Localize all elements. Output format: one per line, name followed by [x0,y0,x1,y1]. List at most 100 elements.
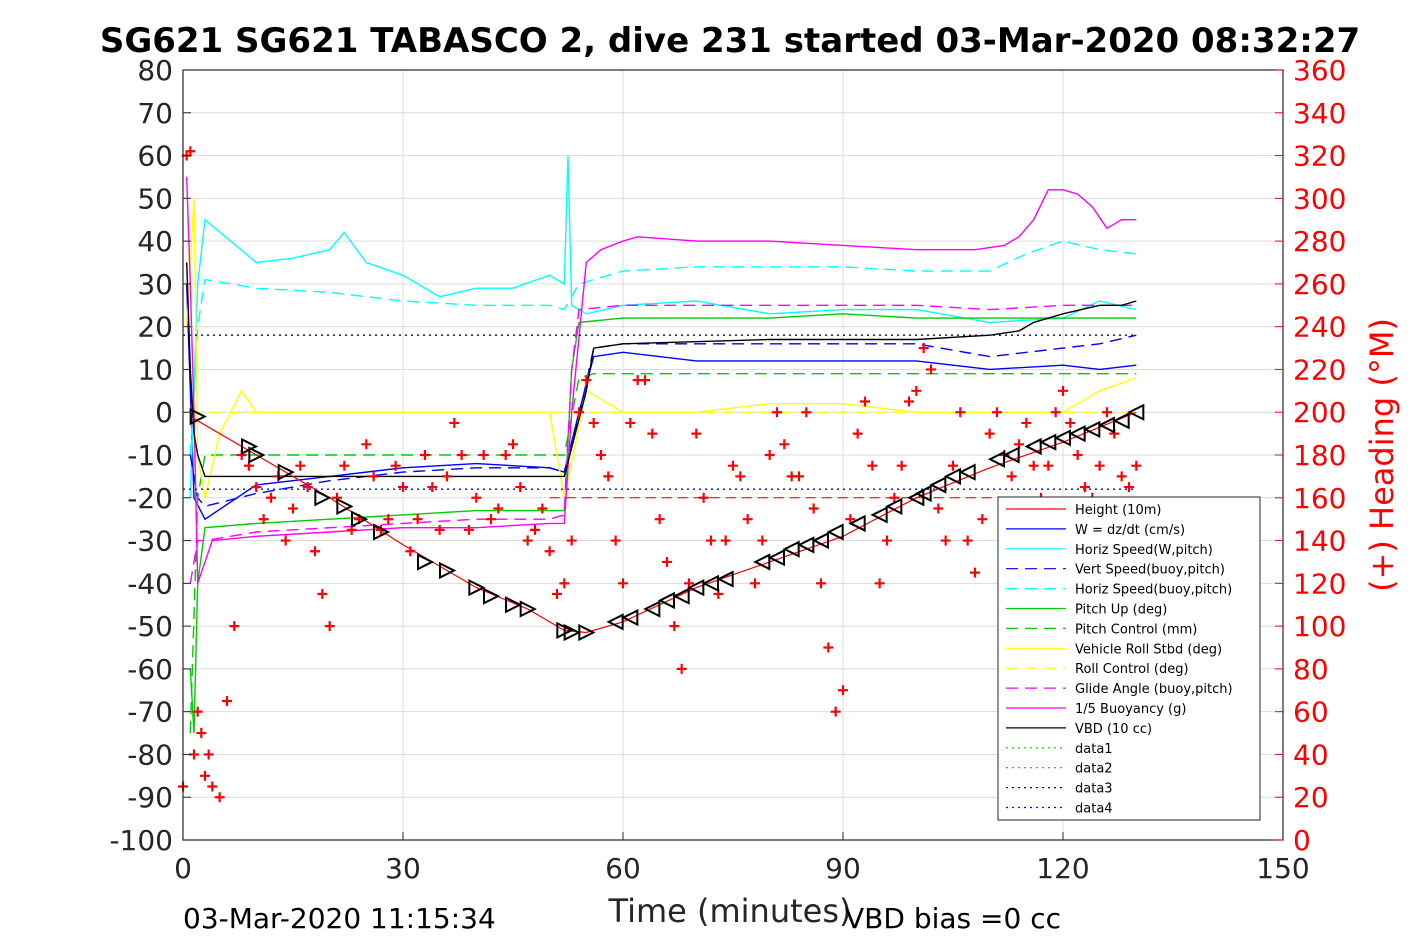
profile-triangle-marker [929,476,947,494]
profile-triangle-marker [826,523,844,541]
y-right-tick-label: 300 [1293,182,1346,215]
heading-point [728,460,738,471]
heading-point [486,514,496,525]
heading-point [808,503,819,514]
y-right-tick-label: 160 [1293,482,1346,515]
heading-point [258,514,269,525]
legend-entry: 1/5 Buoyancy (g) [1075,702,1186,717]
heading-point [390,460,401,471]
series-line-height [189,411,1137,634]
x-axis-ticks: 0 30 60 90 120 150 [174,832,1310,885]
heading-point [698,492,709,503]
profile-triangle-marker [782,540,800,558]
profile-triangle-marker [373,523,391,541]
x-tick-label: 30 [385,852,421,885]
chart-title: SG621 SG621 TABASCO 2, dive 231 started … [100,21,1360,61]
heading-point [280,535,291,546]
heading-point [1072,450,1083,460]
heading-point [647,428,658,439]
heading-point [196,728,207,739]
y-right-tick-label: 240 [1293,311,1346,344]
profile-triangle-marker [943,467,961,486]
heading-point [750,578,760,589]
x-tick-label: 90 [825,852,861,885]
profile-triangle-marker [1127,403,1145,421]
heading-point [456,450,467,460]
profile-triangle-marker [1097,416,1115,434]
y-tick-label: -70 [127,696,173,729]
heading-point [706,535,716,546]
y-tick-label: 50 [137,182,173,215]
profile-triangle-marker [687,578,705,597]
x-tick-label: 150 [1256,852,1309,885]
series-line-11 [186,262,1137,478]
profile-triangle-marker [914,484,932,503]
heading-point [515,482,526,493]
heading-point [1094,460,1105,471]
y-tick-label: -50 [127,610,173,643]
heading-point [618,578,628,589]
heading-point [867,460,878,471]
series-line-10 [186,176,1137,584]
x-tick-label: 60 [605,852,641,885]
legend-entry: Vert Speed(buoy,pitch) [1075,563,1225,578]
heading-point [581,375,592,386]
heading-point [229,621,240,632]
profile-triangle-marker [519,600,537,618]
heading-point [896,460,907,471]
heading-point [882,535,892,546]
heading-point [669,621,680,632]
y-right-tick-label: 200 [1293,396,1346,429]
heading-point [933,503,944,514]
heading-point [940,535,951,546]
y-tick-label: -100 [109,824,173,857]
legend-entry: data3 [1075,782,1113,797]
legend-entry: Roll Control (deg) [1075,662,1189,677]
heading-point [1116,471,1127,482]
heading-point [1124,482,1134,493]
heading-point [420,450,430,460]
y-right-tick-label: 260 [1293,268,1346,301]
legend-entry: Horiz Speed(W,pitch) [1075,543,1213,558]
profile-triangle-marker [958,463,976,481]
heading-point [772,407,782,418]
heading-point [559,578,570,589]
heading-point [918,343,929,354]
y-right-tick-label: 280 [1293,225,1346,258]
heading-point [742,514,753,525]
heading-point [442,471,452,482]
heading-point [464,524,474,535]
heading-point [904,396,914,407]
profile-triangle-marker [1002,446,1020,464]
heading-point [801,407,812,418]
y-tick-label: 70 [137,97,173,130]
y-right-tick-label: 140 [1293,525,1346,558]
series-line-3 [189,334,1137,508]
profile-triangle-marker [701,574,719,592]
heading-point [222,695,232,706]
x-axis-label: Time (minutes) [608,892,852,930]
y-tick-label: 80 [137,54,173,87]
profile-triangle-marker [351,510,369,528]
series-line-9 [189,304,1137,584]
heading-point [310,546,320,557]
heading-point [625,417,636,428]
x-tick-label: 0 [174,852,192,885]
heading-point [757,535,768,546]
legend-entry: W = dz/dt (cm/s) [1075,523,1185,538]
profile-triangle-marker [657,591,675,610]
heading-point [794,471,804,482]
heading-point [1006,471,1017,482]
heading-point [596,450,606,460]
heading-point [192,706,203,717]
profile-triangle-marker [314,489,332,507]
profile-triangle-marker [1083,420,1101,438]
heading-point [317,589,328,600]
heading-point [544,546,555,557]
heading-point [368,471,379,482]
heading-point [823,642,834,653]
legend: Height (10m) W = dz/dt (cm/s) Horiz Speed(… [997,496,1261,821]
profile-triangle-marker [1053,429,1071,447]
heading-point [838,685,848,696]
heading-point [992,407,1002,418]
